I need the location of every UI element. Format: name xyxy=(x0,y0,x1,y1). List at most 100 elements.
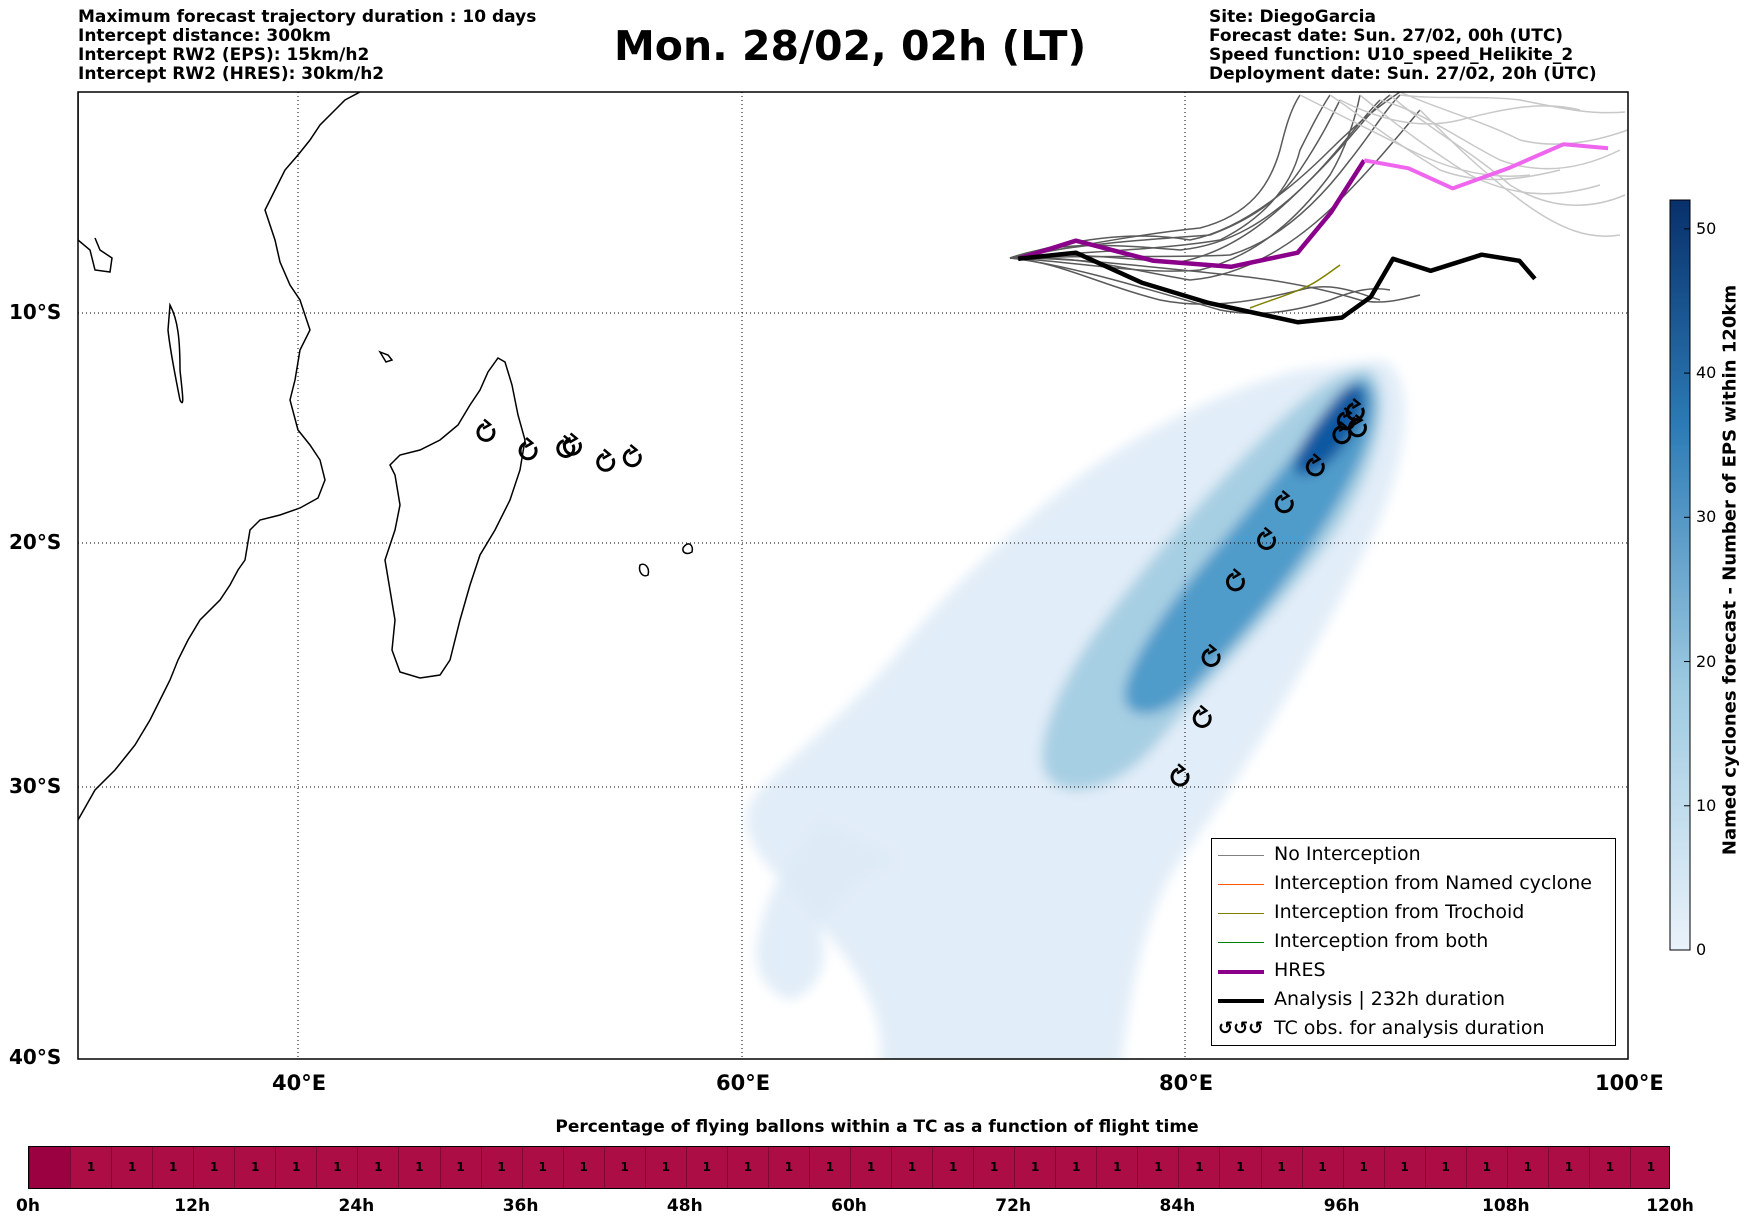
africa-coast-north xyxy=(78,92,113,273)
legend-entry-hres: HRES xyxy=(1212,957,1615,986)
percentage-tick-label: 108h xyxy=(1482,1196,1530,1216)
percentage-cell: 1 xyxy=(1178,1147,1219,1188)
mozambique-lake xyxy=(167,302,184,404)
page-title: Mon. 28/02, 02h (LT) xyxy=(614,22,1087,70)
percentage-cell: 1 xyxy=(70,1147,111,1188)
percentage-cell: 1 xyxy=(111,1147,152,1188)
colorbar-tick-label: 40 xyxy=(1696,363,1717,383)
legend-entry-tc-obs: ↺↺↺ TC obs. for analysis duration xyxy=(1212,1015,1615,1044)
percentage-tick-label: 36h xyxy=(502,1196,539,1216)
percentage-tick-label: 120h xyxy=(1646,1196,1694,1216)
percentage-tick-label: 72h xyxy=(995,1196,1032,1216)
deployment-date: Deployment date: Sun. 27/02, 20h (UTC) xyxy=(1209,64,1597,84)
percentage-cell: 1 xyxy=(152,1147,193,1188)
percentage-cell: 1 xyxy=(1137,1147,1178,1188)
legend-entry-named-cyclone: Interception from Named cyclone xyxy=(1212,870,1615,899)
percentage-cell: 1 xyxy=(685,1147,727,1188)
percentage-cell: 1 xyxy=(316,1147,357,1188)
tc-symbol-icon: ↺↺↺ xyxy=(1218,1018,1264,1039)
percentage-cell: 1 xyxy=(603,1147,645,1188)
traj-7 xyxy=(1009,94,1331,259)
legend-entry-both: Interception from both xyxy=(1212,928,1615,957)
tc-obs-marker xyxy=(476,418,496,442)
lat-label-20s: 20°S xyxy=(9,530,62,554)
site-info: Site: DiegoGarcia Forecast date: Sun. 27… xyxy=(1209,8,1597,84)
percentage-cell: 1 xyxy=(398,1147,439,1188)
percentage-cell xyxy=(29,1147,71,1188)
percentage-cell: 1 xyxy=(808,1147,850,1188)
density-west-arm xyxy=(756,820,900,1000)
legend-label: Interception from both xyxy=(1274,930,1489,952)
percentage-cell: 1 xyxy=(932,1147,973,1188)
tc-obs-marker xyxy=(622,443,642,468)
colorbar-tick-label: 20 xyxy=(1696,651,1717,671)
lon-label-100e: 100°E xyxy=(1595,1071,1664,1095)
percentage-bar-title: Percentage of flying ballons within a TC… xyxy=(555,1117,1199,1137)
tc-obs-marker xyxy=(1332,420,1352,445)
legend-swatch xyxy=(1218,999,1264,1003)
legend-swatch xyxy=(1218,942,1264,943)
percentage-cell: 1 xyxy=(767,1147,809,1188)
tc-obs-marker xyxy=(1305,453,1325,477)
traj-4 xyxy=(1009,92,1401,259)
percentage-cell: 1 xyxy=(726,1147,768,1188)
percentage-cell: 1 xyxy=(1260,1147,1302,1188)
percentage-cell: 1 xyxy=(1506,1147,1548,1188)
traj-21 xyxy=(1399,94,1626,114)
tc-obs-marker xyxy=(1257,526,1276,550)
percentage-tick-label: 84h xyxy=(1159,1196,1196,1216)
percentage-cell: 1 xyxy=(973,1147,1014,1188)
traj-9 xyxy=(1009,94,1401,259)
percentage-cell: 1 xyxy=(234,1147,275,1188)
madagascar xyxy=(384,357,526,679)
tc-obs-marker xyxy=(1170,763,1190,787)
percentage-cell: 1 xyxy=(480,1147,522,1188)
colorbar-tick-label: 10 xyxy=(1696,795,1717,815)
percentage-tick-label: 60h xyxy=(831,1196,867,1216)
traj-14 xyxy=(1389,94,1626,206)
traj-18 xyxy=(1329,94,1561,181)
traj-12 xyxy=(1009,99,1341,259)
percentage-cell: 1 xyxy=(521,1147,563,1188)
percentage-cell: 1 xyxy=(193,1147,234,1188)
africa-coast xyxy=(78,92,361,821)
legend-swatch xyxy=(1218,913,1264,914)
tc-obs-marker xyxy=(596,448,616,472)
cyclone-density-field xyxy=(746,360,1405,1059)
mauritius xyxy=(682,543,694,555)
legend-label: Analysis | 232h duration xyxy=(1274,988,1506,1010)
param-max-duration: Maximum forecast trajectory duration : 1… xyxy=(78,7,537,27)
percentage-cell: 1 xyxy=(275,1147,316,1188)
map-frame xyxy=(77,91,1629,1060)
colorbar-ticks xyxy=(1684,228,1690,951)
lat-label-10s: 10°S xyxy=(9,300,62,324)
tc-obs-marker xyxy=(1274,489,1294,514)
traj-16 xyxy=(1399,92,1628,145)
density-peak xyxy=(1294,384,1365,475)
percentage-cell: 1 xyxy=(1219,1147,1260,1188)
legend-label: HRES xyxy=(1274,959,1326,981)
colorbar-tick-label: 0 xyxy=(1696,940,1707,959)
lon-label-80e: 80°E xyxy=(1159,1071,1214,1095)
lon-label-60e: 60°E xyxy=(716,1071,771,1095)
lat-label-40s: 40°S xyxy=(9,1045,62,1069)
colorbar-tick-label: 50 xyxy=(1696,218,1717,238)
tc-obs-marker xyxy=(1348,414,1367,438)
percentage-cell: 1 xyxy=(1629,1147,1669,1188)
legend-swatch xyxy=(1218,970,1264,974)
traj-1 xyxy=(1009,99,1381,259)
percentage-cell: 1 xyxy=(1588,1147,1630,1188)
percentage-cell: 1 xyxy=(1383,1147,1425,1188)
percentage-cell: 1 xyxy=(439,1147,481,1188)
comoros xyxy=(378,350,394,363)
percentage-cell: 1 xyxy=(1014,1147,1055,1188)
param-intercept-distance: Intercept distance: 300km xyxy=(78,26,331,46)
traj-15 xyxy=(1419,109,1621,237)
legend-entry-trochoid: Interception from Trochoid xyxy=(1212,899,1615,928)
speed-function: Speed function: U10_speed_Helikite_2 xyxy=(1209,45,1574,65)
legend-swatch xyxy=(1218,855,1264,856)
legend-entry-no-interception: No Interception xyxy=(1212,841,1615,870)
percentage-tick-label: 48h xyxy=(666,1196,703,1216)
